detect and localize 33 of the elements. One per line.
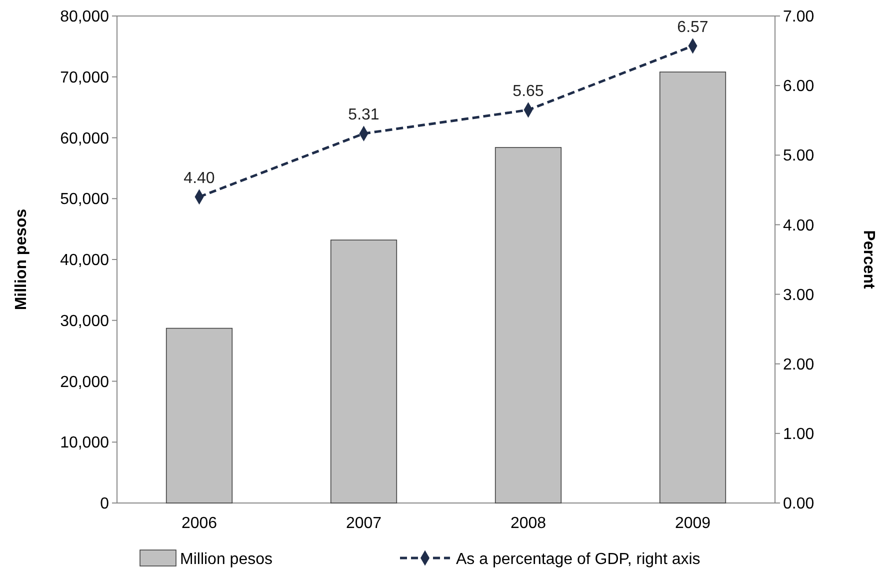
y-axis-title: Million pesos xyxy=(13,208,30,310)
y2-tick-label: 4.00 xyxy=(783,217,814,234)
bar xyxy=(330,240,398,504)
y-tick-label: 80,000 xyxy=(60,8,110,26)
y-tick-label: 30,000 xyxy=(60,312,110,330)
y2-tick-label: 1.00 xyxy=(783,426,814,444)
data-label: 5.65 xyxy=(512,82,544,100)
y2-tick-label: 5.00 xyxy=(783,148,814,165)
y-tick-label: 60,000 xyxy=(60,130,110,148)
y-tick-label: 20,000 xyxy=(60,374,110,391)
x-tick-label: 2009 xyxy=(674,515,711,532)
y2-tick-label: 2.00 xyxy=(783,356,814,374)
bar xyxy=(494,147,562,504)
y2-axis-title: Percent xyxy=(860,230,877,290)
y2-tick-label: 7.00 xyxy=(783,8,814,26)
y2-tick-label: 0.00 xyxy=(783,496,814,513)
y-tick-label: 0 xyxy=(100,496,110,513)
x-tick-label: 2006 xyxy=(181,515,218,532)
y2-tick-label: 6.00 xyxy=(783,78,814,96)
x-tick-label: 2007 xyxy=(346,515,382,532)
bar xyxy=(166,328,233,504)
legend-label: Million pesos xyxy=(180,551,272,568)
data-label: 5.31 xyxy=(348,106,380,124)
legend-label: As a percentage of GDP, right axis xyxy=(456,551,700,568)
y-tick-label: 50,000 xyxy=(60,191,110,208)
bar xyxy=(659,72,726,504)
y2-tick-label: 3.00 xyxy=(783,286,814,304)
y-tick-label: 70,000 xyxy=(60,69,110,86)
y-tick-label: 10,000 xyxy=(60,434,110,452)
data-label: 6.57 xyxy=(677,18,708,36)
x-tick-label: 2008 xyxy=(510,515,546,532)
y-tick-label: 40,000 xyxy=(60,252,110,270)
data-label: 4.40 xyxy=(184,170,215,187)
